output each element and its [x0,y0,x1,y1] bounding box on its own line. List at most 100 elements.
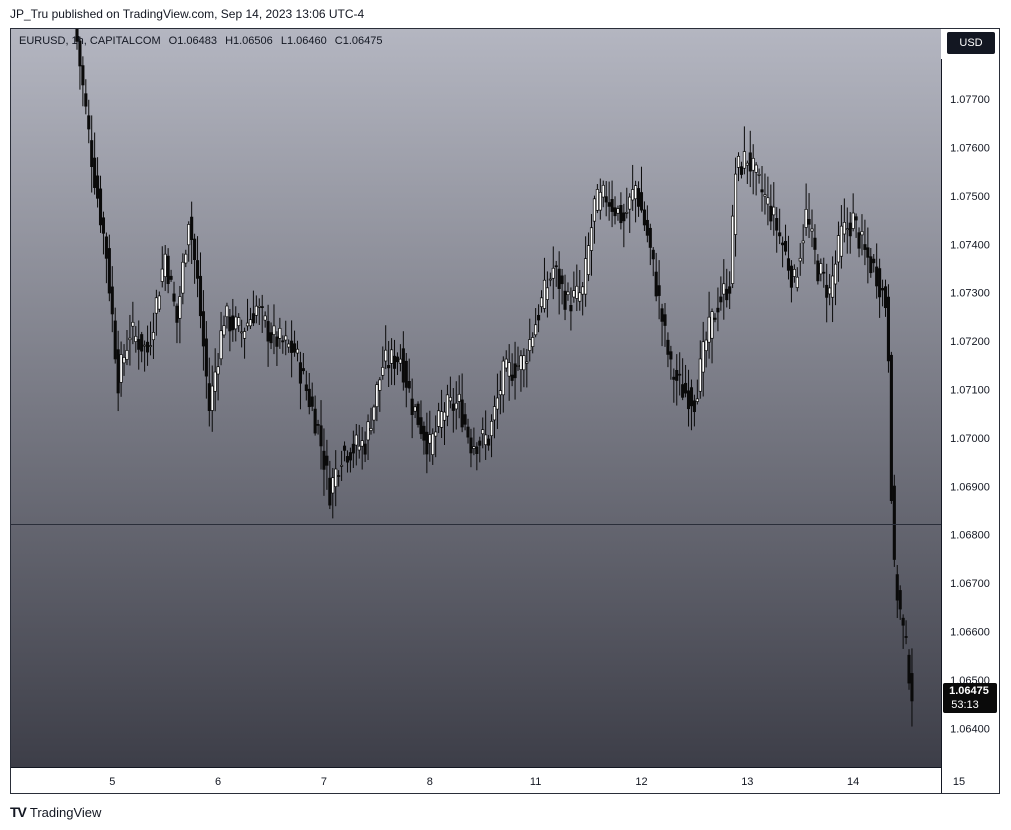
candle-body [337,475,341,477]
candle-body [839,225,843,257]
chart-panel[interactable]: 1.07700 1.07600 1.07500 1.07400 1.07300 1.072… [10,28,1000,794]
candle-body [75,29,79,42]
candle-body [907,654,911,684]
footer-brand: TradingView [29,804,102,820]
candle-body [625,211,629,214]
candle-body [419,417,423,435]
candle-body [416,403,420,425]
candle-body [498,390,502,396]
candle-body [783,240,788,252]
candle-body [501,360,505,396]
candle-body [369,428,373,431]
candle-body [454,402,458,410]
candle-body [678,373,682,376]
candle-body [348,452,352,461]
price-tick-label: 1.07200 [950,336,990,348]
candle-body [686,390,691,410]
candle-body [281,340,285,343]
candle-body [601,184,605,198]
candle-body [340,464,344,467]
candle-body [636,188,641,207]
candle-body [198,275,203,317]
candle-body [225,305,229,318]
candle-body [378,379,382,391]
candle-body [663,314,667,326]
legend-symbol[interactable]: EURUSD, 1h, CAPITALCOM [19,35,161,47]
candle-body [610,199,614,212]
candle-body [272,325,276,335]
time-axis-background [11,767,941,793]
candle-body [716,307,720,313]
candle-body [310,396,314,407]
candle-body [831,275,835,298]
candle-body [495,397,499,410]
candle-body [489,421,494,437]
candle-body [613,207,617,217]
candle-body [639,192,644,211]
candle-body [769,205,773,222]
candle-body [357,445,361,451]
candle-body [854,216,858,221]
candle-body [781,242,785,246]
candle-body [392,355,397,369]
currency-button[interactable]: USD [947,32,995,54]
candle-body [472,446,476,449]
candle-body [804,209,808,228]
candle-body [360,440,364,447]
time-tick-label: 14 [847,776,859,788]
candle-body [689,387,694,407]
candle-body [210,385,214,411]
candle-body [510,374,514,381]
candle-body [222,325,226,336]
candle-body [731,215,735,284]
candle-body [395,356,400,363]
candle-body [251,313,255,324]
candle-body [293,343,297,353]
candle-body [869,256,873,274]
candle-body [775,218,779,231]
candle-body [910,673,914,702]
candle-body [819,263,823,275]
time-tick-label: 8 [427,776,433,788]
price-tick-label: 1.06800 [950,530,990,542]
chart-svg[interactable]: 1.07700 1.07600 1.07500 1.07400 1.07300 1.072… [11,29,999,793]
candle-body [366,421,370,441]
candle-body [792,268,796,277]
candle-body [87,115,91,130]
candle-body [572,290,576,298]
candle-body [140,334,144,352]
candle-body [833,263,838,285]
candle-body [190,216,194,241]
candle-body [675,370,679,381]
candle-body [193,238,197,261]
candle-body [248,319,253,327]
candle-body [254,305,258,316]
candle-body [513,363,517,379]
candle-body [881,288,885,291]
candle-body [904,636,908,638]
candle-body [104,236,108,259]
legend-close: C1.06475 [334,35,383,47]
candle-body [478,440,482,446]
candle-body [448,397,452,402]
legend-open: O1.06483 [168,35,217,47]
candle-body [848,222,852,237]
candle-body [539,297,544,308]
candle-body [842,221,846,235]
candle-body [548,278,552,281]
tradingview-logo-icon: TV [10,804,27,820]
candle-body [307,388,311,408]
last-price-value: 1.06475 [949,685,989,697]
candle-body [589,227,594,251]
candle-body [542,279,547,309]
candle-body [451,403,455,411]
candle-body [704,339,708,352]
time-tick-label: 13 [741,776,753,788]
candle-body [243,331,247,339]
candle-body [684,382,688,394]
candle-body [184,253,188,264]
candle-body [766,197,770,205]
candle-body [575,285,579,299]
candle-body [883,286,888,309]
price-axis-background [941,29,999,793]
